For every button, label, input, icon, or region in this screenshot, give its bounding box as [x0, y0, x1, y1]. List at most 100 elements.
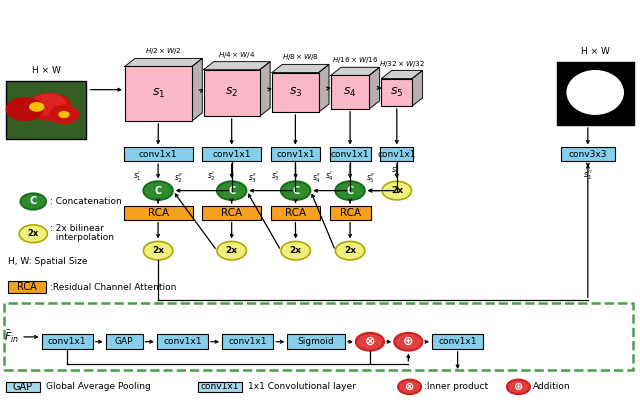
Text: 2x: 2x: [391, 186, 403, 195]
FancyBboxPatch shape: [271, 206, 320, 220]
Text: $s_1''$: $s_1''$: [583, 168, 593, 182]
FancyBboxPatch shape: [6, 382, 40, 392]
Text: :Inner product: :Inner product: [424, 382, 488, 391]
FancyBboxPatch shape: [6, 81, 86, 139]
FancyBboxPatch shape: [271, 147, 320, 161]
Text: $s_2''$: $s_2''$: [174, 171, 183, 185]
Polygon shape: [192, 58, 202, 121]
Text: $s_2'$: $s_2'$: [207, 170, 216, 183]
Text: interpolation: interpolation: [50, 233, 114, 242]
Circle shape: [217, 241, 246, 260]
Text: conv1x1: conv1x1: [48, 337, 86, 346]
FancyBboxPatch shape: [4, 303, 633, 370]
Text: 2x: 2x: [290, 246, 301, 255]
Polygon shape: [369, 67, 380, 109]
FancyBboxPatch shape: [381, 79, 412, 106]
Text: 2x: 2x: [28, 229, 39, 238]
Text: $s_3'$: $s_3'$: [271, 170, 280, 183]
Polygon shape: [260, 62, 270, 116]
Polygon shape: [125, 58, 202, 66]
Text: conv1x1: conv1x1: [212, 150, 251, 159]
FancyBboxPatch shape: [106, 334, 143, 349]
Text: RCA: RCA: [17, 283, 36, 292]
Circle shape: [19, 225, 47, 243]
Text: RCA: RCA: [339, 208, 361, 218]
FancyBboxPatch shape: [561, 147, 615, 161]
Text: conv1x1: conv1x1: [139, 150, 177, 159]
Circle shape: [31, 93, 67, 116]
Polygon shape: [331, 67, 380, 75]
FancyBboxPatch shape: [202, 147, 261, 161]
Circle shape: [217, 181, 246, 200]
Text: 2x: 2x: [152, 246, 164, 255]
Text: $\bar{F}_{in}$: $\bar{F}_{in}$: [4, 329, 19, 345]
Circle shape: [20, 193, 46, 210]
Polygon shape: [412, 71, 422, 106]
Circle shape: [281, 181, 310, 200]
Text: conv1x1: conv1x1: [438, 337, 477, 346]
Text: RCA: RCA: [147, 208, 169, 218]
Text: ⊕: ⊕: [514, 382, 523, 392]
Text: 1x1 Convolutional layer: 1x1 Convolutional layer: [248, 382, 356, 391]
Polygon shape: [204, 62, 270, 70]
Text: C: C: [228, 186, 236, 195]
Text: H, W: Spatial Size: H, W: Spatial Size: [8, 258, 87, 266]
Text: conv1x1: conv1x1: [201, 382, 239, 391]
FancyBboxPatch shape: [8, 281, 46, 293]
Text: $s_1$: $s_1$: [152, 87, 165, 100]
Circle shape: [356, 333, 384, 351]
FancyBboxPatch shape: [557, 62, 634, 125]
Text: C: C: [154, 186, 162, 195]
FancyBboxPatch shape: [287, 334, 345, 349]
Text: H × W: H × W: [580, 48, 610, 56]
Text: $s_5$: $s_5$: [390, 86, 403, 99]
Text: $s_3''$: $s_3''$: [248, 171, 257, 185]
FancyBboxPatch shape: [222, 334, 273, 349]
Text: conv1x1: conv1x1: [378, 150, 416, 159]
Text: $s_4''$: $s_4''$: [312, 171, 321, 185]
FancyBboxPatch shape: [157, 334, 208, 349]
Text: 2x: 2x: [344, 246, 356, 255]
FancyBboxPatch shape: [124, 206, 193, 220]
Circle shape: [382, 181, 412, 200]
FancyBboxPatch shape: [331, 75, 369, 109]
Text: H × W: H × W: [32, 66, 61, 75]
Text: $s_3$: $s_3$: [289, 86, 302, 99]
FancyBboxPatch shape: [380, 147, 413, 161]
Text: $H/16 \times W/16$: $H/16 \times W/16$: [332, 55, 378, 65]
Circle shape: [6, 97, 44, 121]
Ellipse shape: [566, 70, 624, 115]
Circle shape: [507, 380, 530, 394]
Text: 2x: 2x: [226, 246, 237, 255]
FancyBboxPatch shape: [125, 66, 192, 121]
Circle shape: [335, 241, 365, 260]
Circle shape: [29, 102, 45, 112]
Circle shape: [58, 111, 70, 118]
Text: : 2x bilinear: : 2x bilinear: [50, 224, 104, 233]
Polygon shape: [319, 64, 329, 112]
Text: :Residual Channel Attention: :Residual Channel Attention: [50, 283, 176, 292]
Text: $s_4'$: $s_4'$: [325, 170, 334, 183]
Circle shape: [394, 333, 422, 351]
FancyBboxPatch shape: [198, 382, 242, 392]
Polygon shape: [272, 64, 329, 73]
FancyBboxPatch shape: [330, 206, 371, 220]
Text: $H/32 \times W/32$: $H/32 \times W/32$: [379, 58, 425, 69]
Text: $s_4$: $s_4$: [343, 85, 357, 99]
Text: conv1x1: conv1x1: [276, 150, 315, 159]
Text: C: C: [292, 186, 300, 195]
Text: Sigmoid: Sigmoid: [298, 337, 335, 346]
Text: C: C: [346, 186, 354, 195]
Text: conv1x1: conv1x1: [228, 337, 267, 346]
FancyBboxPatch shape: [272, 73, 319, 112]
FancyBboxPatch shape: [204, 70, 260, 116]
Text: $s_2$: $s_2$: [225, 86, 238, 100]
Text: GAP: GAP: [13, 382, 33, 392]
Text: RCA: RCA: [285, 208, 306, 218]
Text: Global Average Pooling: Global Average Pooling: [46, 382, 151, 391]
Circle shape: [49, 105, 79, 124]
Circle shape: [281, 241, 310, 260]
Polygon shape: [381, 71, 422, 79]
FancyBboxPatch shape: [330, 147, 371, 161]
Text: $H/8 \times W/8$: $H/8 \times W/8$: [282, 52, 319, 62]
